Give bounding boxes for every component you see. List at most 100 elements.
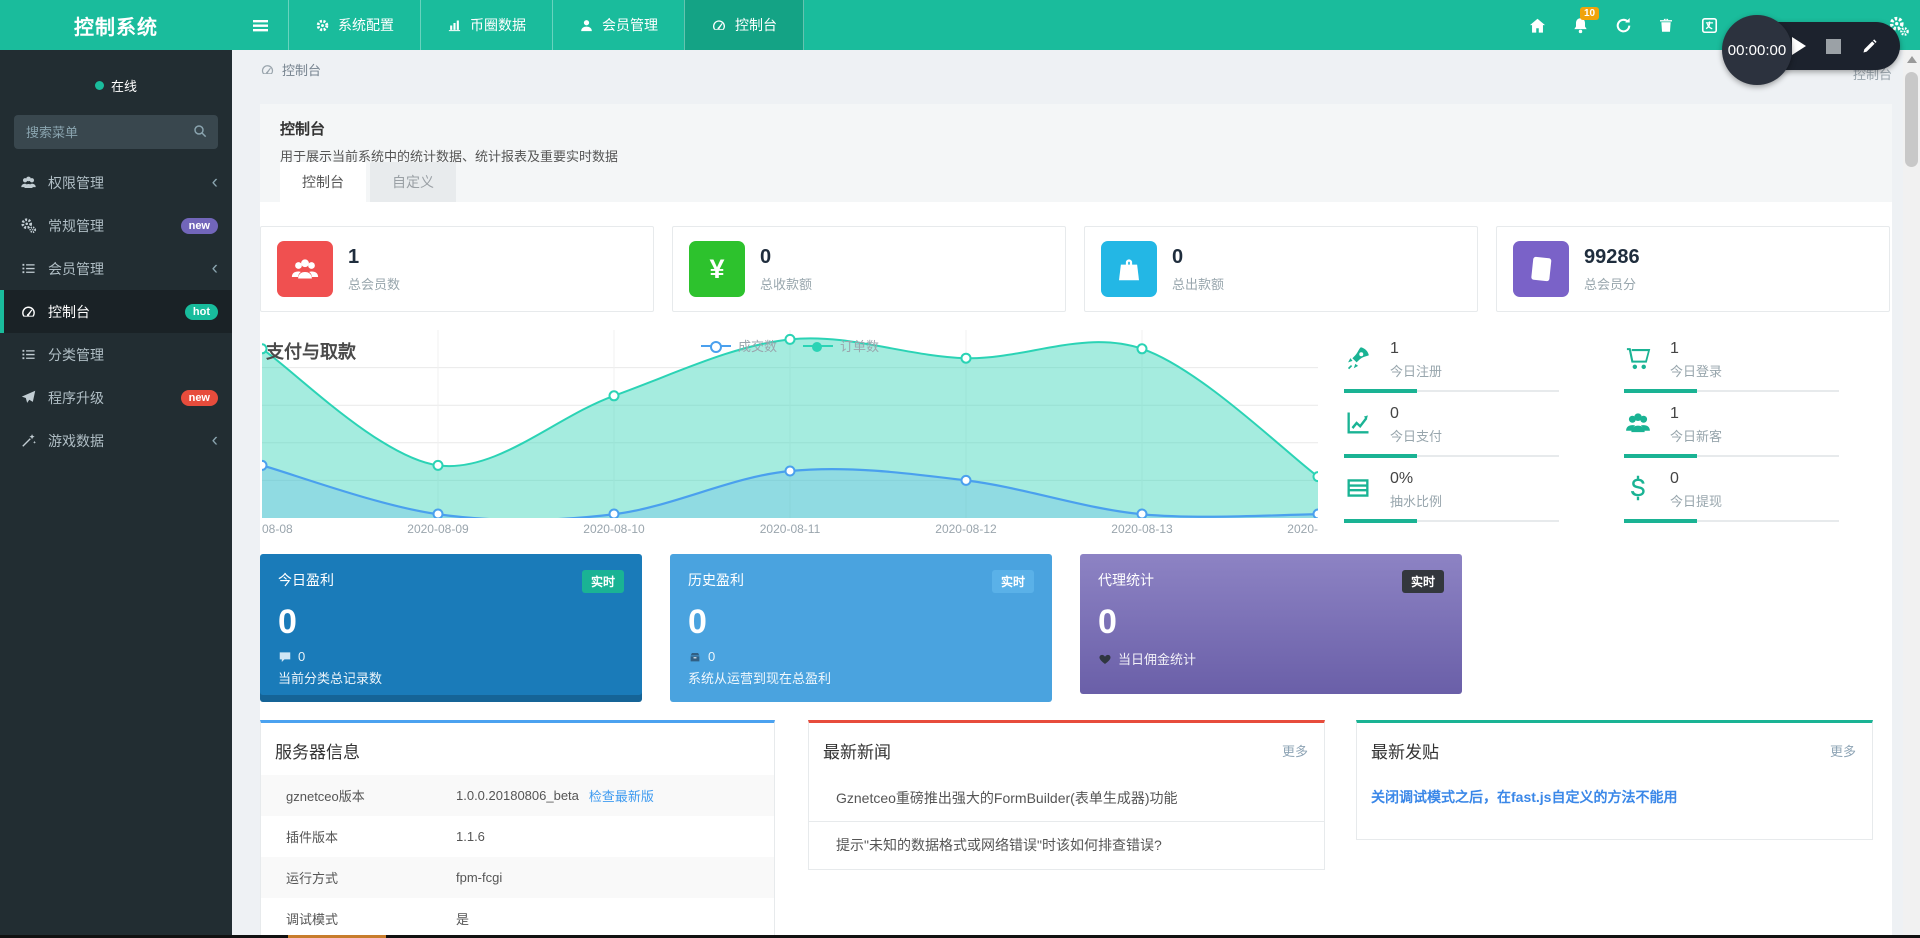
news-item[interactable]: 提示"未知的数据格式或网络错误"时该如何排查错误? [809, 821, 1324, 868]
stat-value: 99286 [1584, 245, 1640, 268]
sidebar-item-label: 会员管理 [48, 260, 104, 277]
list-icon [20, 260, 37, 277]
stop-button[interactable] [1826, 38, 1841, 54]
sidebar-item-label: 游戏数据 [48, 432, 104, 449]
scrollbar-up-arrow[interactable] [1906, 56, 1917, 63]
notifications-button[interactable]: 10 [1571, 6, 1600, 35]
mini-stat-label: 今日提现 [1670, 494, 1723, 509]
mini-stat-logins: 1 今日登录 [1612, 334, 1892, 399]
nav-item-member-mgmt[interactable]: 会员管理 [552, 0, 684, 50]
nav-item-label: 币圈数据 [470, 17, 526, 33]
stat-label: 总收款额 [760, 276, 813, 292]
latest-news-panel: 最新新闻 更多 Gznetceo重磅推出强大的FormBuilder(表单生成器… [808, 720, 1325, 870]
home-button[interactable] [1528, 16, 1547, 35]
nav-item-label: 系统配置 [338, 17, 394, 33]
top-navbar: 控制系统 系统配置 币圈数据 会员管理 控制台 10 [0, 0, 1920, 50]
card-title: 历史盈利 [688, 572, 744, 588]
x-tick-label: 2020-08-12 [935, 522, 997, 536]
tab-custom[interactable]: 自定义 [370, 162, 456, 202]
cart-icon [1624, 344, 1652, 372]
sidebar-item-permissions[interactable]: 权限管理 ‹ [0, 161, 232, 204]
nav-item-coin-data[interactable]: 币圈数据 [420, 0, 552, 50]
check-latest-link[interactable]: 检查最新版 [588, 789, 654, 804]
sidebar-item-members[interactable]: 会员管理 ‹ [0, 247, 232, 290]
refresh-icon [1614, 16, 1633, 35]
legend-item-transactions[interactable]: 成交数 [700, 336, 777, 355]
stat-card-total-received: ¥ 0 总收款额 [672, 226, 1066, 312]
search-icon[interactable] [192, 123, 208, 139]
mini-stat-new-customers: 1 今日新客 [1612, 399, 1892, 464]
hamburger-icon [252, 19, 268, 31]
chart-legend: 成交数 订单数 [700, 336, 879, 355]
scrollbar-thumb[interactable] [1905, 72, 1918, 167]
post-link[interactable]: 关闭调试模式之后，在fast.js自定义的方法不能用 [1371, 789, 1678, 805]
table-row: 调试模式 是 [261, 898, 774, 938]
language-button[interactable] [1700, 16, 1719, 35]
chart-plot-area[interactable] [260, 330, 1324, 522]
page-title: 控制台 [280, 121, 326, 138]
online-dot-icon [94, 81, 104, 90]
stat-label: 总会员分 [1584, 276, 1637, 292]
mini-stat-payments: 0 今日支付 [1332, 399, 1612, 464]
sidebar-item-console[interactable]: 控制台 hot [0, 290, 232, 333]
online-label: 在线 [110, 79, 137, 94]
more-link[interactable]: 更多 [1829, 744, 1856, 759]
gauge-icon [260, 62, 275, 77]
sidebar-item-label: 分类管理 [48, 346, 104, 363]
user-icon [579, 18, 594, 33]
more-link[interactable]: 更多 [1281, 744, 1308, 759]
brand-title: 控制系统 [74, 16, 158, 39]
row-value: 1.1.6 [456, 829, 485, 844]
sidebar-item-categories[interactable]: 分类管理 [0, 333, 232, 376]
panel-title: 服务器信息 [275, 743, 360, 762]
trash-icon [1657, 16, 1675, 34]
today-mini-stats: 1 今日注册 1 今日登录 0 今日支付 1 今日新客 [1332, 334, 1892, 529]
card-title: 代理统计 [1098, 572, 1154, 588]
chevron-left-icon: ‹ [211, 172, 218, 193]
blue-line-marker-icon [700, 340, 731, 353]
bar-chart-icon [447, 18, 462, 33]
refresh-button[interactable] [1614, 16, 1633, 35]
nav-item-console[interactable]: 控制台 [684, 0, 804, 50]
sidebar-item-upgrade[interactable]: 程序升级 new [0, 376, 232, 419]
panel-title: 最新发贴 [1371, 743, 1439, 762]
cogs-icon [20, 217, 37, 234]
news-item[interactable]: Gznetceo重磅推出强大的FormBuilder(表单生成器)功能 [836, 790, 1178, 806]
clear-cache-button[interactable] [1657, 16, 1676, 35]
realtime-badge: 实时 [581, 570, 624, 593]
archive-icon [688, 650, 702, 664]
breadcrumb-right-label: 控制台 [1852, 67, 1892, 82]
realtime-badge: 实时 [1401, 570, 1444, 593]
hot-badge: hot [184, 303, 218, 320]
menu-search-input[interactable] [14, 115, 218, 149]
tab-console[interactable]: 控制台 [280, 162, 366, 202]
sidebar-item-label: 常规管理 [48, 217, 104, 234]
mini-stat-value: 1 [1670, 405, 1679, 422]
paper-plane-icon [20, 389, 37, 406]
breadcrumb[interactable]: 控制台 [260, 60, 321, 79]
nav-item-system-config[interactable]: 系统配置 [288, 0, 420, 50]
recorder-timer[interactable]: 00:00:00 [1722, 15, 1792, 85]
page-header: 控制台 用于展示当前系统中的统计数据、统计报表及重要实时数据 控制台 自定义 [260, 104, 1892, 202]
stat-value: 1 [348, 245, 360, 268]
chevron-left-icon: ‹ [211, 258, 218, 279]
sidebar-item-game-data[interactable]: 游戏数据 ‹ [0, 419, 232, 462]
row-label: 插件版本 [286, 830, 339, 845]
page-scrollbar[interactable] [1903, 50, 1920, 935]
new-badge: new [180, 389, 218, 406]
users-icon [1624, 409, 1652, 437]
card-title: 今日盈利 [278, 572, 334, 588]
stat-value: 0 [1172, 245, 1184, 268]
online-status: 在线 [0, 76, 232, 95]
rocket-icon [1344, 344, 1372, 372]
card-agent-stats: 代理统计 实时 0 当日佣金统计 [1080, 554, 1462, 694]
legend-item-orders[interactable]: 订单数 [803, 336, 879, 355]
stat-label: 总出款额 [1172, 276, 1225, 292]
sidebar-item-general[interactable]: 常规管理 new [0, 204, 232, 247]
sidebar-toggle-button[interactable] [232, 0, 288, 50]
mini-stat-bar [1624, 519, 1839, 523]
play-button[interactable] [1792, 37, 1806, 55]
table-row: gznetceo版本 1.0.0.20180806_beta 检查最新版 [261, 775, 774, 816]
pencil-icon[interactable] [1861, 38, 1878, 55]
sidebar-menu: 权限管理 ‹ 常规管理 new 会员管理 ‹ 控制台 hot 分类管理 程序升级… [0, 161, 232, 462]
